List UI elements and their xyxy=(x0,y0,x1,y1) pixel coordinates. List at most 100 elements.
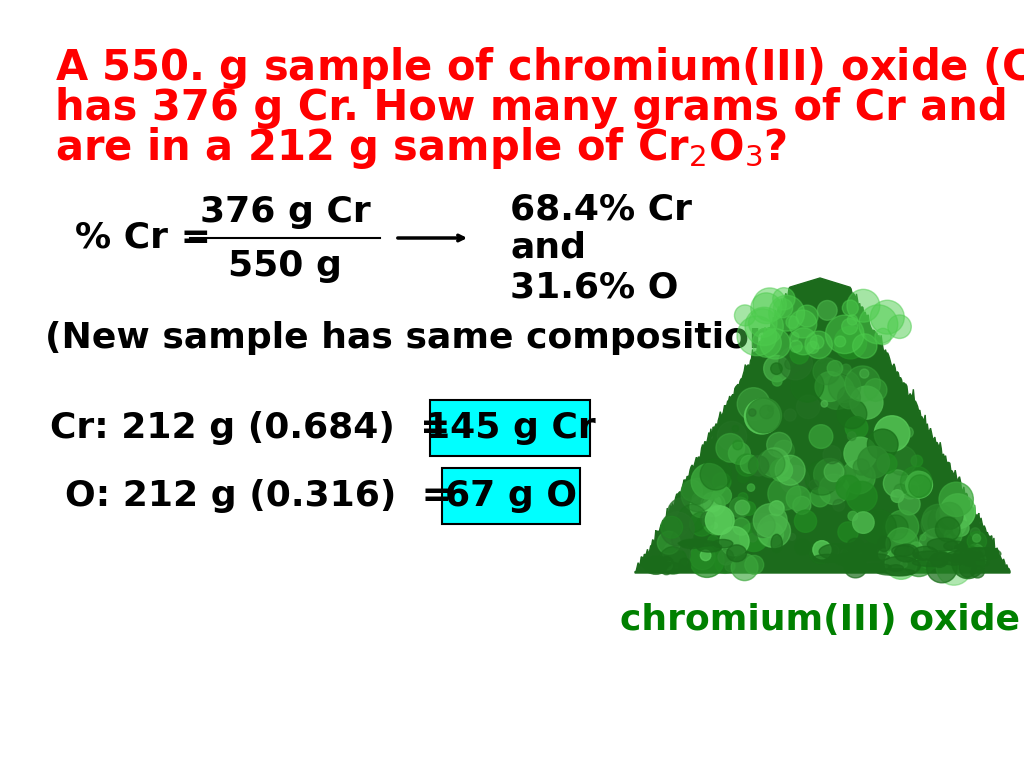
Circle shape xyxy=(813,541,831,559)
Circle shape xyxy=(878,454,897,474)
Ellipse shape xyxy=(931,553,948,568)
Circle shape xyxy=(788,310,817,338)
Text: A 550. g sample of chromium(III) oxide (Cr$_2$O$_3$): A 550. g sample of chromium(III) oxide (… xyxy=(55,45,1024,91)
Ellipse shape xyxy=(795,539,810,554)
Circle shape xyxy=(733,440,742,450)
Circle shape xyxy=(692,493,703,505)
Text: are in a 212 g sample of Cr$_2$O$_3$?: are in a 212 g sample of Cr$_2$O$_3$? xyxy=(55,125,787,171)
Circle shape xyxy=(827,360,843,376)
Circle shape xyxy=(715,553,735,574)
Circle shape xyxy=(690,512,714,536)
Circle shape xyxy=(797,395,820,419)
Circle shape xyxy=(885,548,918,579)
Circle shape xyxy=(712,522,718,528)
Ellipse shape xyxy=(813,554,843,562)
Circle shape xyxy=(749,533,757,542)
Circle shape xyxy=(760,406,773,419)
Circle shape xyxy=(842,319,858,335)
Circle shape xyxy=(943,513,959,530)
Circle shape xyxy=(690,543,724,578)
Circle shape xyxy=(870,300,904,334)
Circle shape xyxy=(838,521,858,542)
Circle shape xyxy=(928,505,964,540)
Circle shape xyxy=(853,334,877,358)
Circle shape xyxy=(951,546,984,578)
Circle shape xyxy=(730,497,750,518)
Circle shape xyxy=(888,446,916,475)
Circle shape xyxy=(920,535,926,541)
Circle shape xyxy=(725,561,735,571)
Circle shape xyxy=(717,422,746,451)
Text: 31.6% O: 31.6% O xyxy=(510,271,679,305)
Text: has 376 g Cr. How many grams of Cr and O: has 376 g Cr. How many grams of Cr and O xyxy=(55,87,1024,129)
Circle shape xyxy=(749,309,777,337)
Circle shape xyxy=(826,545,839,558)
Circle shape xyxy=(793,496,811,515)
Circle shape xyxy=(944,532,950,538)
Circle shape xyxy=(795,510,816,532)
Circle shape xyxy=(664,561,673,570)
Ellipse shape xyxy=(860,564,891,571)
Ellipse shape xyxy=(835,554,866,566)
Circle shape xyxy=(791,369,824,402)
Circle shape xyxy=(874,415,910,452)
Ellipse shape xyxy=(697,543,722,552)
Circle shape xyxy=(749,455,769,476)
Circle shape xyxy=(754,504,787,538)
Circle shape xyxy=(701,492,725,517)
Circle shape xyxy=(823,445,841,464)
Circle shape xyxy=(911,455,923,467)
Circle shape xyxy=(825,315,864,353)
Ellipse shape xyxy=(878,536,891,551)
Circle shape xyxy=(900,561,907,568)
Circle shape xyxy=(739,523,768,551)
Circle shape xyxy=(657,531,680,554)
Circle shape xyxy=(807,341,819,353)
Circle shape xyxy=(767,432,792,458)
Circle shape xyxy=(737,316,776,356)
Circle shape xyxy=(817,300,838,320)
Circle shape xyxy=(702,505,731,535)
Circle shape xyxy=(809,425,833,449)
Ellipse shape xyxy=(851,544,878,550)
Circle shape xyxy=(836,475,861,500)
Ellipse shape xyxy=(857,554,890,561)
Ellipse shape xyxy=(889,564,903,571)
Circle shape xyxy=(845,416,868,439)
Circle shape xyxy=(758,521,783,547)
Circle shape xyxy=(859,305,898,344)
Circle shape xyxy=(843,300,858,316)
Circle shape xyxy=(891,490,904,502)
Circle shape xyxy=(841,549,848,556)
Circle shape xyxy=(753,328,781,357)
Circle shape xyxy=(769,296,805,331)
Circle shape xyxy=(884,470,910,497)
Circle shape xyxy=(771,363,782,375)
Ellipse shape xyxy=(971,566,984,578)
Circle shape xyxy=(899,533,915,549)
Circle shape xyxy=(857,467,871,482)
Circle shape xyxy=(927,552,957,583)
Circle shape xyxy=(909,542,923,554)
Text: and: and xyxy=(510,231,586,265)
Circle shape xyxy=(940,494,975,528)
Circle shape xyxy=(898,493,921,515)
Circle shape xyxy=(833,499,845,511)
Circle shape xyxy=(824,462,844,482)
Circle shape xyxy=(883,515,908,540)
Circle shape xyxy=(690,496,712,518)
Ellipse shape xyxy=(659,557,674,574)
Circle shape xyxy=(690,545,715,570)
Circle shape xyxy=(903,545,935,577)
Ellipse shape xyxy=(944,541,967,551)
Circle shape xyxy=(809,480,819,490)
Circle shape xyxy=(835,326,866,359)
Ellipse shape xyxy=(912,546,938,560)
Circle shape xyxy=(919,547,941,569)
Circle shape xyxy=(900,480,920,499)
Circle shape xyxy=(853,511,874,533)
Circle shape xyxy=(902,427,913,438)
Circle shape xyxy=(700,550,711,561)
Text: Cr: 212 g (0.684)  =: Cr: 212 g (0.684) = xyxy=(50,411,451,445)
Circle shape xyxy=(939,510,967,538)
